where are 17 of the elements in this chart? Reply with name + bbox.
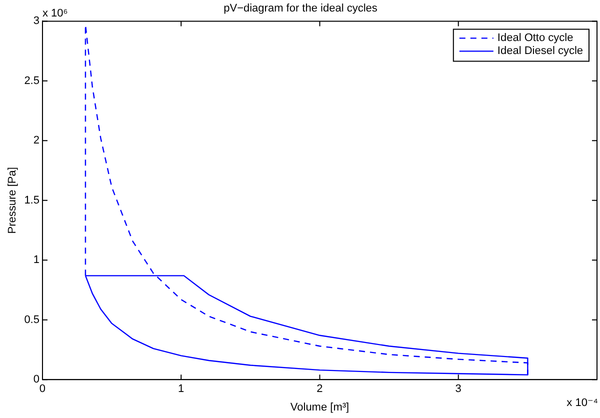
text: x 10⁶ [42, 8, 68, 20]
y-tick-label: 0.5 [24, 314, 40, 326]
y-tick-label: 0 [33, 374, 40, 386]
legend-label: Ideal Otto cycle [497, 32, 574, 44]
y-tick-label: 3 [33, 15, 40, 28]
x-tick-label: 1 [178, 383, 184, 396]
chart-title: pV−diagram for the ideal cycles [224, 2, 378, 15]
x-axis-title: Volume [m³] [290, 401, 350, 414]
text: x 10⁻⁴ [566, 397, 598, 410]
y-tick-label: 1 [33, 254, 40, 266]
x-tick-label: 2 [316, 383, 323, 396]
y-tick-label: 2 [33, 134, 40, 147]
y-axis-title: Pressure [Pa] [6, 167, 19, 234]
x-tick-label: 3 [455, 383, 462, 396]
legend-label: Ideal Diesel cycle [497, 45, 583, 58]
y-tick-label: 2.5 [24, 74, 40, 87]
y-tick-label: 1.5 [24, 194, 40, 206]
